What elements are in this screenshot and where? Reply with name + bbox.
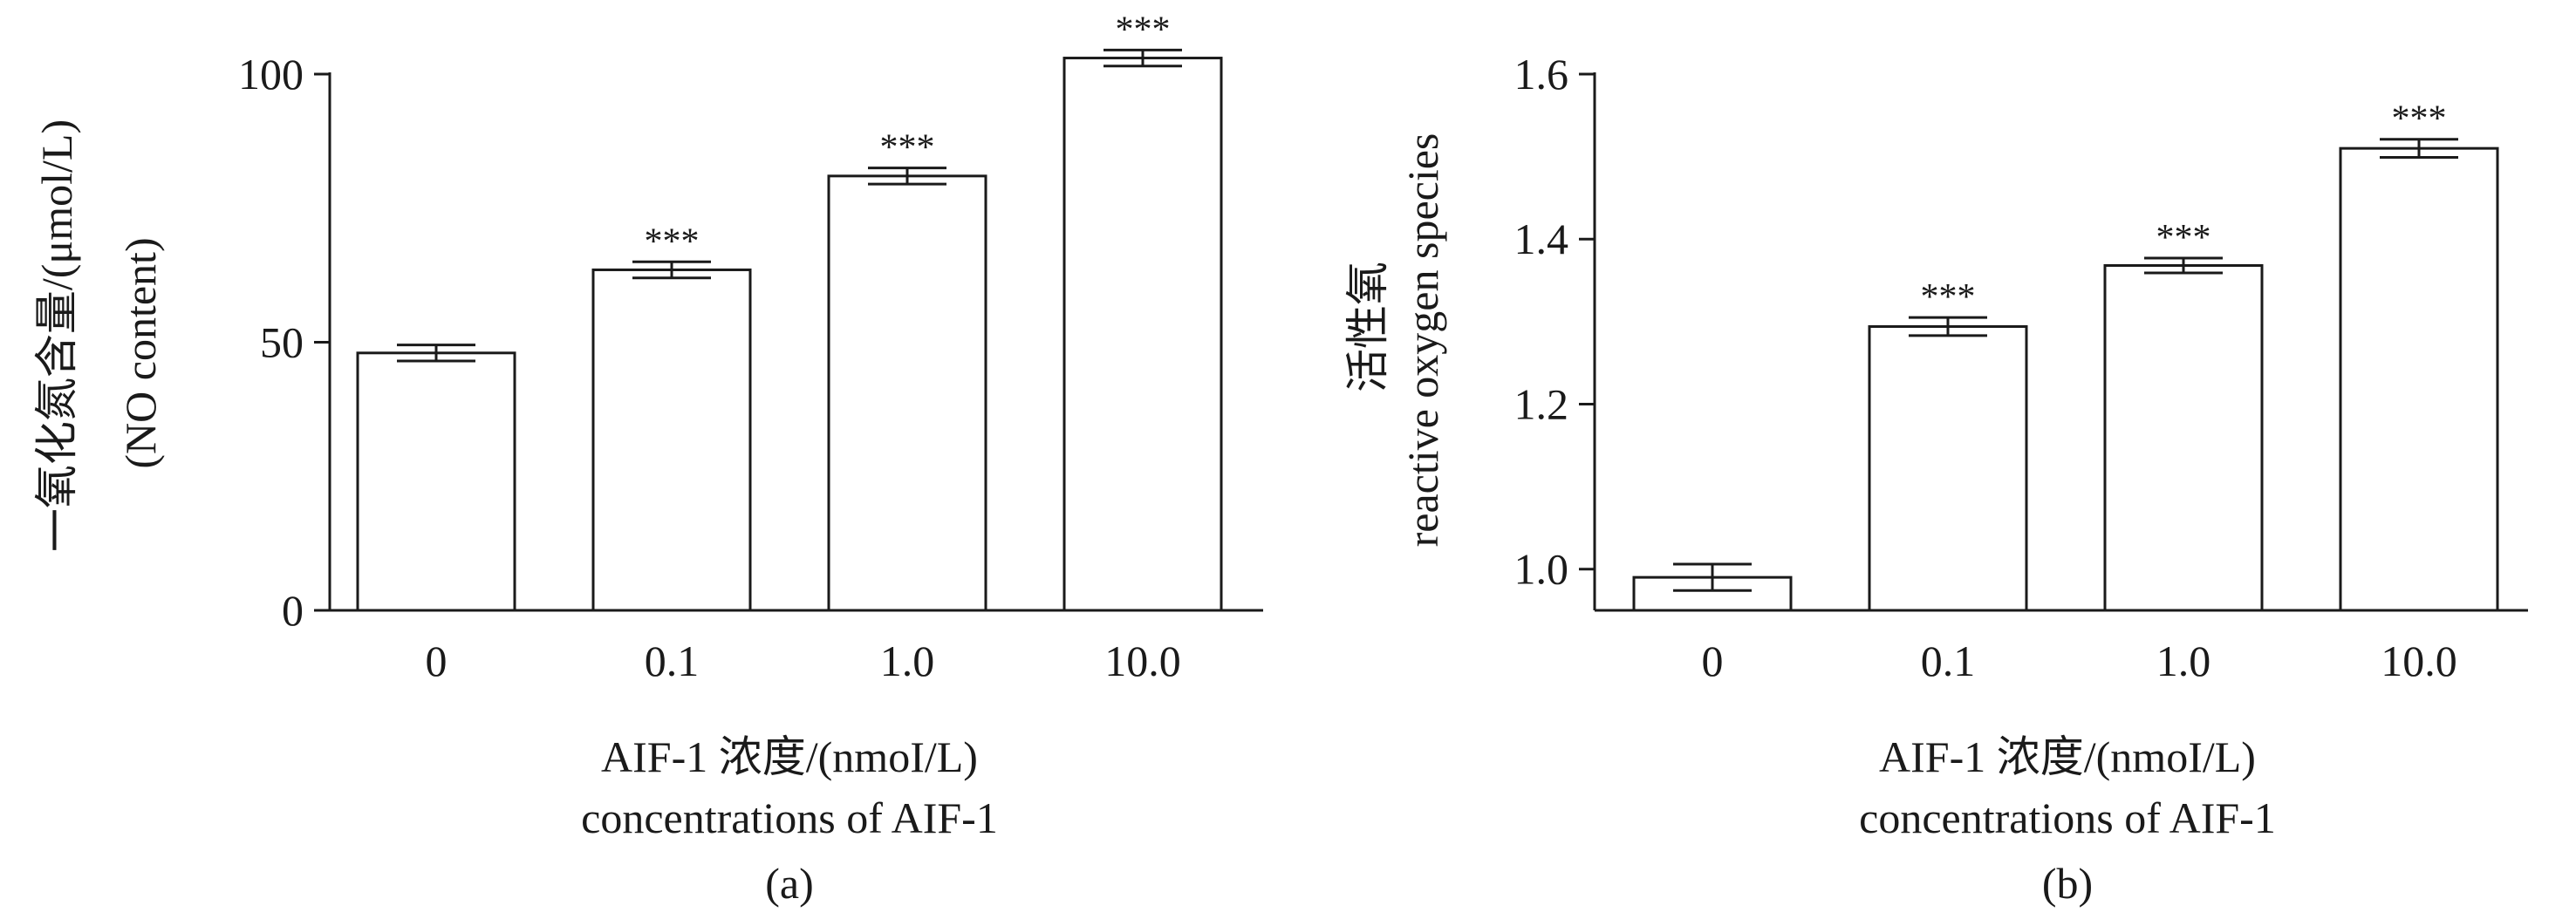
chart-panel-b: 1.0 1.2 1.4 1.6 0 0.1 *** 1.0 *** 10.0 *** 活性氧 rea… [1343,50,2528,908]
panel-b-x-tick-label: 1.0 [2156,636,2211,685]
panel-b-y-tick-label: 1.4 [1514,214,1569,263]
chart-panel-a: 0 50 100 0 0.1 *** 1.0 *** 10.0 *** 一氧化氮含量/(μmol/… [32,10,1263,908]
panel-a-significance-label: *** [880,128,935,168]
panel-a-y-tick-label: 50 [260,318,304,367]
panel-a-y-tick-label: 0 [282,586,304,635]
panel-a-ylabel-line-2: (NO content) [116,237,165,468]
panel-b-xlabel-line-1: AIF-1 浓度/(nmoI/L) [1879,732,2256,781]
panel-a-x-tick-label: 0 [426,636,448,685]
panel-b-y-tick-label: 1.2 [1514,379,1569,428]
panel-a-bar [827,174,987,612]
panel-b-y-tick-label: 1.0 [1514,545,1569,594]
panel-b-x-tick-label: 0.1 [1921,636,1976,685]
panel-b-x-tick-label: 0 [1702,636,1724,685]
panel-b-bar [2103,264,2264,612]
panel-a-bar [1063,57,1223,612]
panel-b-significance-label: *** [2156,218,2211,258]
panel-b-ylabel-line-1: 活性氧 [1343,262,1392,392]
panel-b-bar [1868,325,2028,612]
panel-a-x-tick-label: 10.0 [1104,636,1181,685]
panel-b-y-tick-label: 1.6 [1514,50,1569,99]
panel-a-xlabel-line-2: concentrations of AIF-1 [581,793,998,842]
panel-a-ylabel-line-1: 一氧化氮含量/(μmol/L) [32,119,81,552]
panel-b-x-tick-label: 10.0 [2381,636,2457,685]
panel-b-plot-area: 1.0 1.2 1.4 1.6 0 0.1 *** 1.0 *** 10.0 *** [1514,50,2528,685]
panel-a-significance-label: *** [645,221,700,262]
panel-a-xlabel-line-1: AIF-1 浓度/(nmoI/L) [601,732,978,781]
panel-b-bar [2339,146,2499,612]
panel-a-bar [591,268,752,612]
panel-b-ylabel-line-2: reactive oxygen species [1398,133,1447,548]
panel-a-y-tick-label: 100 [238,50,304,99]
panel-b-significance-label: *** [2392,99,2447,140]
panel-a-x-tick-label: 0.1 [645,636,700,685]
panel-a-significance-label: *** [1116,10,1171,50]
panel-a-bar [356,351,516,612]
panel-b-panel-label: (b) [2042,859,2093,908]
panel-b-significance-label: *** [1921,277,1976,317]
panel-a-x-tick-label: 1.0 [880,636,935,685]
panel-b-xlabel-line-2: concentrations of AIF-1 [1859,793,2276,842]
panel-a-plot-area: 0 50 100 0 0.1 *** 1.0 *** 10.0 *** [238,10,1263,685]
panel-a-panel-label: (a) [765,859,814,908]
